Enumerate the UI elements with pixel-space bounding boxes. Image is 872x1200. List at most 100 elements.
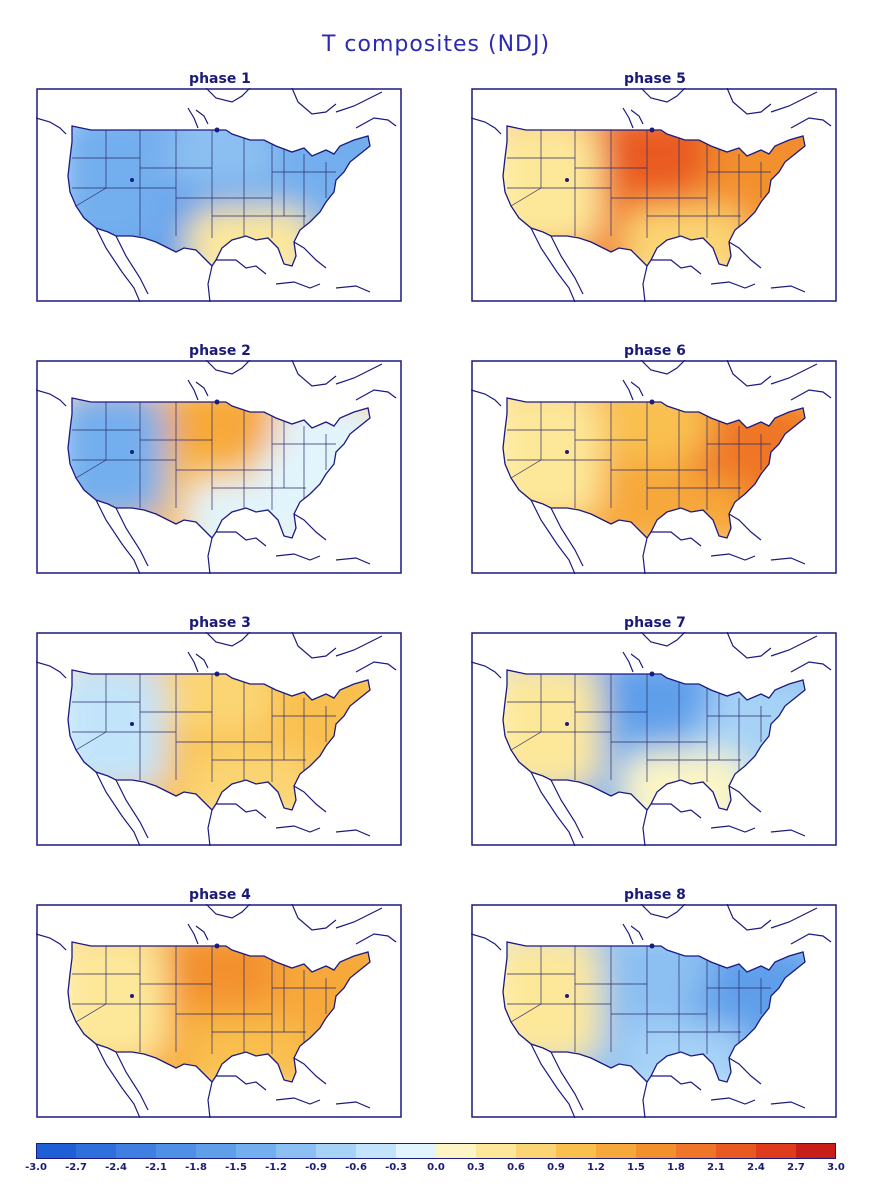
coastline: [187, 107, 199, 129]
panel-title: phase 2: [189, 343, 251, 359]
panel-title: phase 8: [624, 887, 686, 903]
coastline: [790, 117, 832, 129]
coastline: [36, 389, 67, 407]
coastline: [550, 507, 584, 567]
map-panel-3: phase 2: [36, 342, 404, 574]
coastline: [728, 1057, 762, 1085]
coastline: [205, 88, 251, 103]
lake-marker: [565, 450, 569, 454]
figure-title: T composites (NDJ): [321, 32, 551, 57]
coastline: [728, 241, 762, 269]
coastline: [216, 259, 267, 275]
lake-marker: [130, 450, 134, 454]
colorbar-swatch: [436, 1143, 477, 1159]
temperature-map: [36, 904, 402, 1118]
map-frame: [36, 88, 402, 302]
coastline: [630, 925, 644, 941]
coastline: [770, 91, 818, 113]
coastline: [630, 653, 644, 669]
lake-marker: [649, 127, 655, 133]
map-frame: [36, 904, 402, 1118]
map-panel-4: phase 6: [471, 342, 839, 574]
colorbar-tick-label: -0.9: [305, 1162, 327, 1173]
colorbar-tick-label: 1.5: [627, 1162, 645, 1173]
coastline: [770, 635, 818, 657]
coastline: [187, 651, 199, 673]
coastline: [640, 904, 686, 919]
temperature-map: [36, 360, 402, 574]
colorbar-swatch: [676, 1143, 717, 1159]
coastline: [710, 825, 756, 833]
coastline: [95, 771, 141, 846]
coastline: [335, 1101, 371, 1109]
coastline: [630, 381, 644, 397]
colorbar-tick-label: 0.0: [427, 1162, 445, 1173]
coastline: [726, 88, 772, 115]
state-border: [510, 187, 542, 207]
colorbar-tick-label: 2.4: [747, 1162, 765, 1173]
state-border: [75, 187, 107, 207]
temperature-map: [36, 88, 402, 302]
colorbar-swatch: [236, 1143, 277, 1159]
us-coastline: [67, 397, 371, 540]
colorbar-tick-label: 1.8: [667, 1162, 685, 1173]
coastline: [275, 825, 321, 833]
colorbar-swatch: [636, 1143, 677, 1159]
anomaly-region-west: [68, 942, 166, 1064]
coastline: [115, 1051, 149, 1111]
colorbar-swatch: [316, 1143, 357, 1159]
coastline: [187, 379, 199, 401]
colorbar-tick-label: -2.1: [145, 1162, 167, 1173]
coastline: [640, 632, 686, 647]
coastline: [770, 363, 818, 385]
anomaly-region-west: [503, 942, 601, 1064]
coastline: [216, 803, 267, 819]
coastline: [187, 923, 199, 945]
coastline: [335, 285, 371, 293]
coastline: [291, 88, 337, 115]
colorbar-tick-label: 0.3: [467, 1162, 485, 1173]
coastline: [642, 1081, 648, 1118]
colorbar-swatch: [556, 1143, 597, 1159]
coastline: [770, 829, 806, 837]
coastline: [195, 109, 209, 125]
coastline: [710, 553, 756, 561]
colorbar-tick-label: -1.2: [265, 1162, 287, 1173]
coastline: [216, 1075, 267, 1091]
colorbar-swatch: [756, 1143, 797, 1159]
coastline: [642, 265, 648, 302]
anomaly-region-west: [68, 126, 166, 248]
temperature-map: [471, 904, 837, 1118]
temperature-map: [471, 88, 837, 302]
us-coastline: [502, 125, 806, 268]
coastline: [207, 809, 213, 846]
coastline: [471, 661, 502, 679]
coastline: [205, 360, 251, 375]
coastline: [770, 285, 806, 293]
temperature-map: [471, 632, 837, 846]
coastline: [36, 117, 67, 135]
colorbar-frame: [36, 1143, 836, 1159]
colorbar-tick-label: 2.1: [707, 1162, 725, 1173]
coastline: [530, 1043, 576, 1118]
coastline: [95, 227, 141, 302]
coastline: [726, 904, 772, 931]
colorbar-tick-label: -1.5: [225, 1162, 247, 1173]
map-panel-6: phase 7: [471, 614, 839, 846]
lake-marker: [214, 671, 220, 677]
coastline: [275, 553, 321, 561]
anomaly-region-west: [503, 670, 601, 792]
coastline: [205, 904, 251, 919]
coastline: [651, 259, 702, 275]
coastline: [293, 1057, 327, 1085]
us-coastline: [67, 941, 371, 1084]
coastline: [790, 933, 832, 945]
coastline: [195, 381, 209, 397]
map-frame: [36, 632, 402, 846]
colorbar-tick-label: 3.0: [827, 1162, 845, 1173]
coastline: [207, 537, 213, 574]
coastline: [291, 904, 337, 931]
coastline: [207, 1081, 213, 1118]
coastline: [726, 632, 772, 659]
coastline: [550, 235, 584, 295]
